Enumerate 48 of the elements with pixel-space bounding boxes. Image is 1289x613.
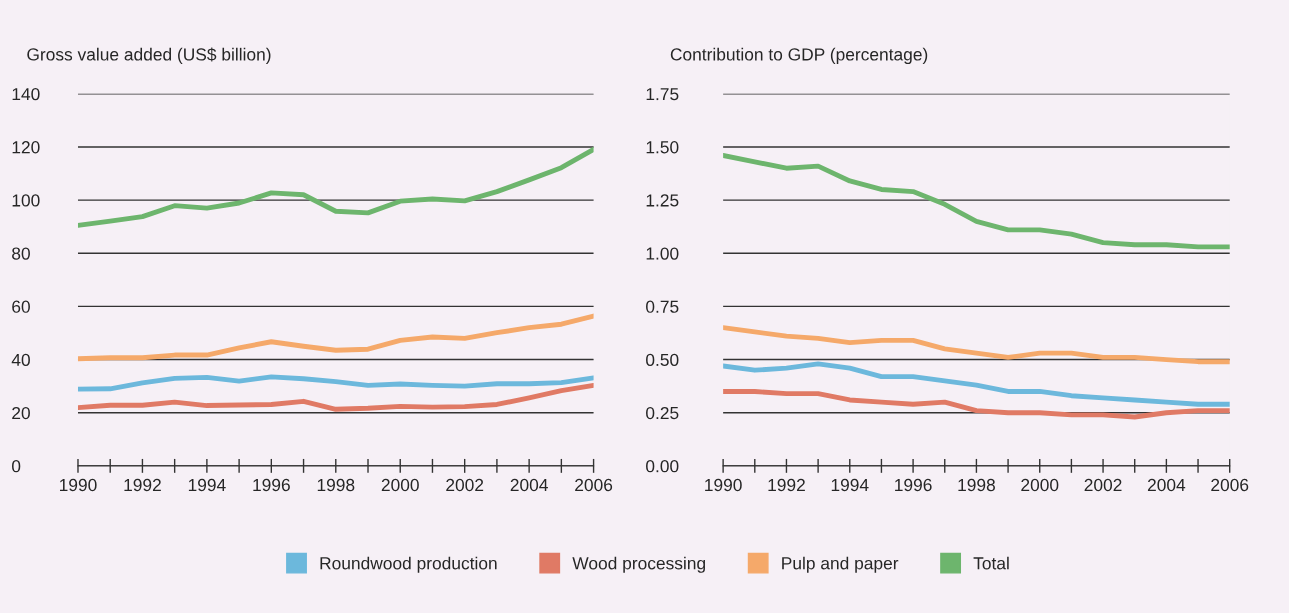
y-tick-label: 100	[12, 194, 40, 207]
y-tick-label: 60	[12, 300, 30, 313]
x-tick-label: 2000	[1021, 478, 1059, 492]
legend-label: Total	[973, 556, 1009, 570]
x-tick-label: 2004	[510, 478, 548, 492]
legend-label: Wood processing	[572, 556, 705, 573]
x-tick-label: 2000	[381, 478, 419, 492]
y-tick-label: 80	[12, 247, 30, 260]
chart-title: Contribution to GDP (percentage)	[670, 47, 928, 65]
y-tick-label: 0.75	[646, 300, 679, 313]
y-tick-label: 120	[12, 141, 40, 154]
y-tick-label: 0	[12, 460, 21, 473]
line-series	[77, 313, 594, 362]
chart-title: Gross value added (US$ billion)	[27, 47, 271, 65]
line-series	[77, 382, 594, 412]
y-tick-label: 1.25	[646, 194, 679, 207]
y-tick-label: 0.00	[646, 460, 679, 473]
x-tick-label: 1992	[124, 478, 161, 492]
line-series	[723, 325, 1230, 365]
x-tick-label: 2006	[575, 478, 613, 492]
x-tick-label: 2002	[1084, 478, 1122, 492]
y-tick-label: 1.75	[646, 88, 679, 101]
x-tick-label: 1996	[895, 478, 932, 492]
line-series	[77, 146, 594, 228]
line-series	[723, 153, 1230, 250]
x-tick-label: 2004	[1147, 478, 1186, 492]
x-tick-label: 1994	[188, 478, 226, 492]
y-tick-label: 20	[12, 406, 30, 420]
line-series	[723, 361, 1230, 407]
line-series	[77, 374, 594, 392]
y-tick-label: 1.00	[646, 247, 679, 260]
x-tick-label: 1990	[705, 478, 742, 492]
legend-label: Roundwood production	[320, 556, 497, 573]
x-tick-label: 2006	[1211, 478, 1249, 492]
x-tick-label: 1994	[831, 478, 869, 492]
y-tick-label: 140	[12, 87, 40, 101]
y-tick-label: 0.50	[646, 353, 679, 367]
y-tick-label: 40	[11, 353, 30, 367]
x-tick-label: 1992	[768, 478, 805, 492]
legend-label: Pulp and paper	[782, 556, 899, 573]
x-tick-label: 1990	[60, 478, 97, 492]
x-tick-label: 1996	[253, 478, 290, 492]
line-series	[723, 389, 1230, 420]
x-tick-label: 1998	[317, 478, 355, 492]
x-tick-label: 1998	[958, 478, 995, 492]
y-tick-label: 0.25	[646, 406, 679, 420]
x-tick-label: 2002	[446, 478, 484, 492]
y-tick-label: 1.50	[646, 141, 679, 154]
